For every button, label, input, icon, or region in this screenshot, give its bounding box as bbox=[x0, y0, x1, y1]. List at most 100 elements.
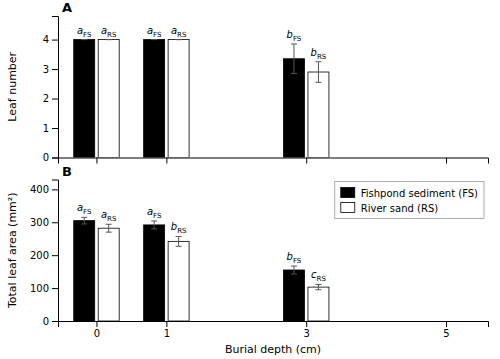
significance-label: aRS bbox=[171, 25, 187, 39]
x-tick-label: 5 bbox=[443, 328, 449, 339]
plot-marks bbox=[74, 40, 329, 158]
x-tick-mark bbox=[446, 158, 447, 164]
error-bar bbox=[81, 217, 87, 224]
x-tick-mark bbox=[166, 158, 167, 164]
legend-label: River sand (RS) bbox=[361, 203, 438, 214]
y-tick-label: 1 bbox=[43, 123, 49, 134]
x-tick-mark bbox=[306, 321, 307, 327]
y-tick-label: 0 bbox=[43, 316, 49, 327]
significance-subscript: FS bbox=[153, 212, 162, 220]
x-axis-line bbox=[59, 158, 489, 164]
x-tick-mark bbox=[306, 158, 307, 164]
significance-label: aFS bbox=[147, 206, 162, 220]
x-tick bbox=[96, 158, 97, 164]
y-tick: 0 bbox=[43, 152, 58, 163]
error-bar-cap bbox=[291, 273, 297, 274]
legend-label: Fishpond sediment (FS) bbox=[361, 188, 478, 199]
y-tick-label: 2 bbox=[43, 93, 49, 104]
significance-label: bFS bbox=[287, 251, 302, 265]
error-bar-cap bbox=[291, 44, 297, 45]
y-tick-mark bbox=[52, 321, 58, 322]
error-bar-cap bbox=[176, 236, 182, 237]
significance-label: aFS bbox=[77, 25, 92, 39]
error-bar-cap bbox=[106, 224, 112, 225]
error-bar-line bbox=[293, 266, 294, 274]
significance-label: aRS bbox=[101, 25, 117, 39]
significance-subscript: FS bbox=[153, 31, 162, 39]
y-tick-mark bbox=[52, 222, 58, 223]
bar-series bbox=[98, 224, 329, 321]
annotations: aFSaFSbFSaRSbRScRS bbox=[77, 202, 326, 283]
y-axis: 0100200300400 bbox=[30, 180, 59, 327]
bar bbox=[308, 72, 329, 157]
y-tick-mark bbox=[52, 128, 58, 129]
bar bbox=[308, 287, 329, 321]
error-bar bbox=[151, 39, 157, 40]
bar-series bbox=[98, 40, 329, 158]
y-tick-mark bbox=[52, 69, 58, 70]
error-bar-cap bbox=[151, 39, 157, 40]
error-bar bbox=[291, 44, 297, 73]
significance-subscript: RS bbox=[107, 215, 117, 223]
annotations: aFS aFS bFS aRS aRS bRS bbox=[77, 25, 327, 61]
y-tick-label: 200 bbox=[30, 250, 49, 261]
error-bar-cap bbox=[291, 266, 297, 267]
legend-swatch bbox=[341, 203, 355, 213]
error-bar bbox=[81, 39, 87, 40]
x-axis-title: Burial depth (cm) bbox=[225, 343, 321, 356]
error-bar-cap bbox=[81, 39, 87, 40]
bar bbox=[168, 40, 189, 158]
x-tick: 3 bbox=[304, 321, 310, 339]
significance-label: cRS bbox=[311, 269, 326, 283]
x-tick: 5 bbox=[443, 321, 449, 339]
bar bbox=[98, 228, 119, 321]
y-tick: 0 bbox=[43, 316, 58, 327]
error-bar-cap bbox=[176, 39, 182, 40]
significance-label: bRS bbox=[171, 221, 187, 235]
significance-subscript: RS bbox=[177, 227, 187, 235]
x-axis: 0135 bbox=[59, 321, 489, 339]
x-tick bbox=[446, 158, 447, 164]
error-bar-cap bbox=[315, 82, 321, 83]
bar-series bbox=[74, 40, 305, 158]
y-tick-label: 4 bbox=[43, 34, 49, 45]
y-tick-label: 100 bbox=[30, 283, 49, 294]
x-tick: 1 bbox=[164, 321, 170, 339]
significance-label: bRS bbox=[311, 47, 327, 61]
y-axis-title: Leaf number bbox=[6, 51, 19, 121]
bar bbox=[283, 270, 304, 321]
bar-series bbox=[74, 217, 305, 321]
y-tick: 200 bbox=[30, 250, 58, 261]
error-bar-cap bbox=[315, 284, 321, 285]
error-bar-cap bbox=[81, 39, 87, 40]
y-tick: 3 bbox=[43, 64, 58, 75]
y-axis-line bbox=[52, 17, 59, 159]
x-tick bbox=[306, 158, 307, 164]
error-bar-cap bbox=[106, 39, 112, 40]
error-bar-line bbox=[318, 284, 319, 289]
error-bar-cap bbox=[151, 220, 157, 221]
legend-frame bbox=[335, 182, 484, 219]
x-tick-mark bbox=[96, 158, 97, 164]
error-bar bbox=[151, 221, 157, 229]
error-bar-cap bbox=[106, 232, 112, 233]
significance-label: aFS bbox=[147, 25, 162, 39]
y-tick: 100 bbox=[30, 283, 58, 294]
y-tick-mark bbox=[52, 158, 58, 159]
y-tick: 300 bbox=[30, 217, 58, 228]
bar bbox=[168, 241, 189, 321]
y-tick-label: 300 bbox=[30, 217, 49, 228]
significance-label: bFS bbox=[287, 29, 302, 43]
error-bar-line bbox=[178, 236, 179, 246]
x-tick bbox=[166, 158, 167, 164]
panel: 01002003004000135aFSaFSbFSaRSbRScRSBTota… bbox=[6, 164, 489, 357]
error-bar bbox=[176, 236, 182, 246]
y-tick-label: 0 bbox=[43, 152, 49, 163]
y-tick-mark bbox=[52, 99, 58, 100]
error-bar-line bbox=[108, 224, 109, 232]
error-bar-cap bbox=[176, 39, 182, 40]
significance-subscript: RS bbox=[317, 53, 327, 61]
bar bbox=[283, 59, 304, 158]
y-tick-mark bbox=[52, 255, 58, 256]
bar bbox=[98, 40, 119, 158]
